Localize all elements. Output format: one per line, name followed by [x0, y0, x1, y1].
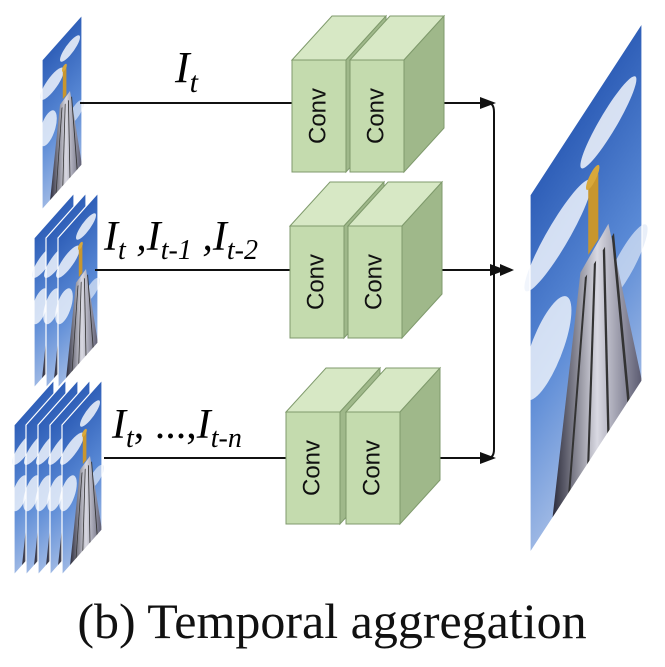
arrow-head-out	[500, 264, 514, 276]
conv-block: Conv	[346, 180, 444, 340]
merge-bracket	[487, 102, 495, 459]
input-frame-stack-icon	[38, 12, 85, 214]
caption: (b) Temporal aggregation	[77, 593, 586, 649]
arrow-head-3	[480, 452, 496, 464]
arrow-head-icon	[480, 97, 514, 464]
conv-label: Conv	[302, 254, 329, 310]
conv-label: Conv	[360, 254, 387, 310]
output-frame	[522, 14, 647, 565]
conv-label: Conv	[358, 440, 385, 496]
conv-label: Conv	[304, 88, 331, 144]
input-frame	[58, 377, 105, 579]
branch-label-3: It, ...,It-n	[111, 402, 242, 454]
output-frame-icon	[522, 14, 647, 565]
branch-label-1: It	[174, 43, 199, 99]
conv-blocks: Conv Conv Conv Conv Conv Conv	[284, 14, 446, 526]
input-frame	[54, 190, 101, 392]
branch-label-2: It ,It-1 ,It-2	[103, 214, 258, 266]
input-frame-stack-icon	[30, 190, 101, 392]
input-frame-stack-icon	[10, 377, 105, 579]
conv-block: Conv	[348, 14, 446, 174]
arrow-head-2	[490, 264, 506, 276]
conv-label: Conv	[362, 88, 389, 144]
conv-block: Conv	[344, 366, 442, 526]
conv-label: Conv	[298, 440, 325, 496]
input-frame	[38, 12, 85, 214]
arrow-head-1	[480, 97, 496, 109]
